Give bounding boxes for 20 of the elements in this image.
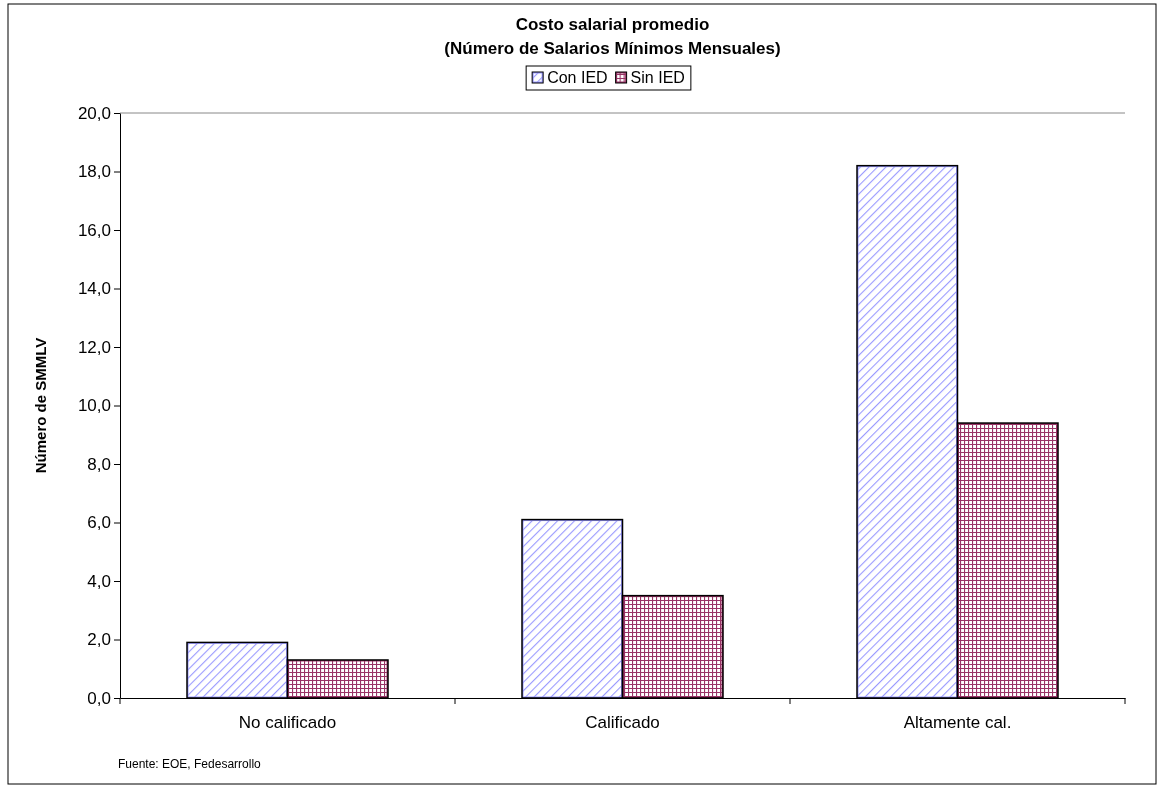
y-axis-title: Número de SMMLV xyxy=(32,337,49,474)
y-tick-label: 4,0 xyxy=(87,571,111,591)
legend-label: Sin IED xyxy=(630,69,685,86)
y-tick-label: 12,0 xyxy=(77,337,111,357)
y-tick-label: 10,0 xyxy=(77,396,111,416)
chart-title: Costo salarial promedio xyxy=(515,15,710,34)
y-tick-label: 20,0 xyxy=(77,103,111,123)
y-tick-label: 0,0 xyxy=(87,688,111,708)
legend-label: Con IED xyxy=(547,69,608,86)
y-tick-label: 2,0 xyxy=(87,630,111,650)
y-tick-label: 18,0 xyxy=(77,162,111,182)
y-tick-label: 8,0 xyxy=(87,454,111,474)
x-tick-label: No calificado xyxy=(238,713,337,733)
x-tick-label: Calificado xyxy=(585,713,660,733)
y-tick-label: 6,0 xyxy=(87,513,111,533)
x-tick-label: Altamente cal. xyxy=(903,713,1012,733)
chart-subtitle: (Número de Salarios Mínimos Mensuales) xyxy=(444,39,781,58)
y-tick-label: 14,0 xyxy=(77,279,111,299)
y-tick-label: 16,0 xyxy=(77,220,111,240)
source-note: Fuente: EOE, Fedesarrollo xyxy=(118,757,262,771)
